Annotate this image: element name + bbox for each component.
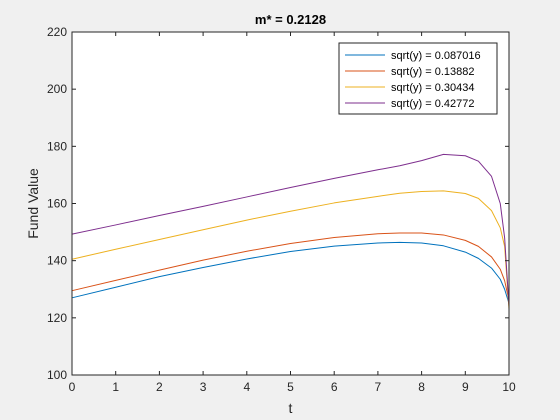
series-line-1 <box>71 241 510 304</box>
x-tick-label: 0 <box>69 380 76 394</box>
y-tick-label: 180 <box>47 139 67 153</box>
y-tick-label: 200 <box>47 82 67 96</box>
y-axis-ticks: 100 120 140 160 180 200 220 <box>47 25 509 382</box>
y-tick-label: 100 <box>47 368 67 382</box>
legend-label-4: sqrt(y) = 0.42772 <box>391 98 474 110</box>
legend-label-3: sqrt(y) = 0.30434 <box>391 82 474 94</box>
x-tick-label: 9 <box>462 380 469 394</box>
y-tick-label: 160 <box>47 197 67 211</box>
x-tick-label: 10 <box>502 380 516 394</box>
x-tick-label: 7 <box>375 380 382 394</box>
series-line-4 <box>71 153 510 307</box>
x-tick-label: 6 <box>331 380 338 394</box>
legend-label-2: sqrt(y) = 0.13882 <box>391 66 474 78</box>
y-tick-label: 220 <box>47 25 67 39</box>
legend-label-1: sqrt(y) = 0.087016 <box>391 50 481 62</box>
legend: sqrt(y) = 0.087016 sqrt(y) = 0.13882 sqrt(… <box>338 42 498 115</box>
series-line-3 <box>71 190 510 310</box>
x-tick-label: 2 <box>156 380 163 394</box>
x-axis-ticks: 0 1 2 3 4 5 6 7 8 9 10 <box>69 32 516 394</box>
x-tick-label: 4 <box>243 380 250 394</box>
x-tick-label: 1 <box>112 380 119 394</box>
chart-title: m* = 0.2128 <box>255 12 326 27</box>
x-tick-label: 8 <box>418 380 425 394</box>
y-axis-label: Fund Value <box>25 168 41 239</box>
x-tick-label: 3 <box>200 380 207 394</box>
x-tick-label: 5 <box>287 380 294 394</box>
series-line-2 <box>71 232 510 301</box>
y-tick-label: 120 <box>47 311 67 325</box>
y-tick-label: 140 <box>47 254 67 268</box>
series-layer <box>71 153 510 310</box>
x-axis-label: t <box>289 400 293 416</box>
